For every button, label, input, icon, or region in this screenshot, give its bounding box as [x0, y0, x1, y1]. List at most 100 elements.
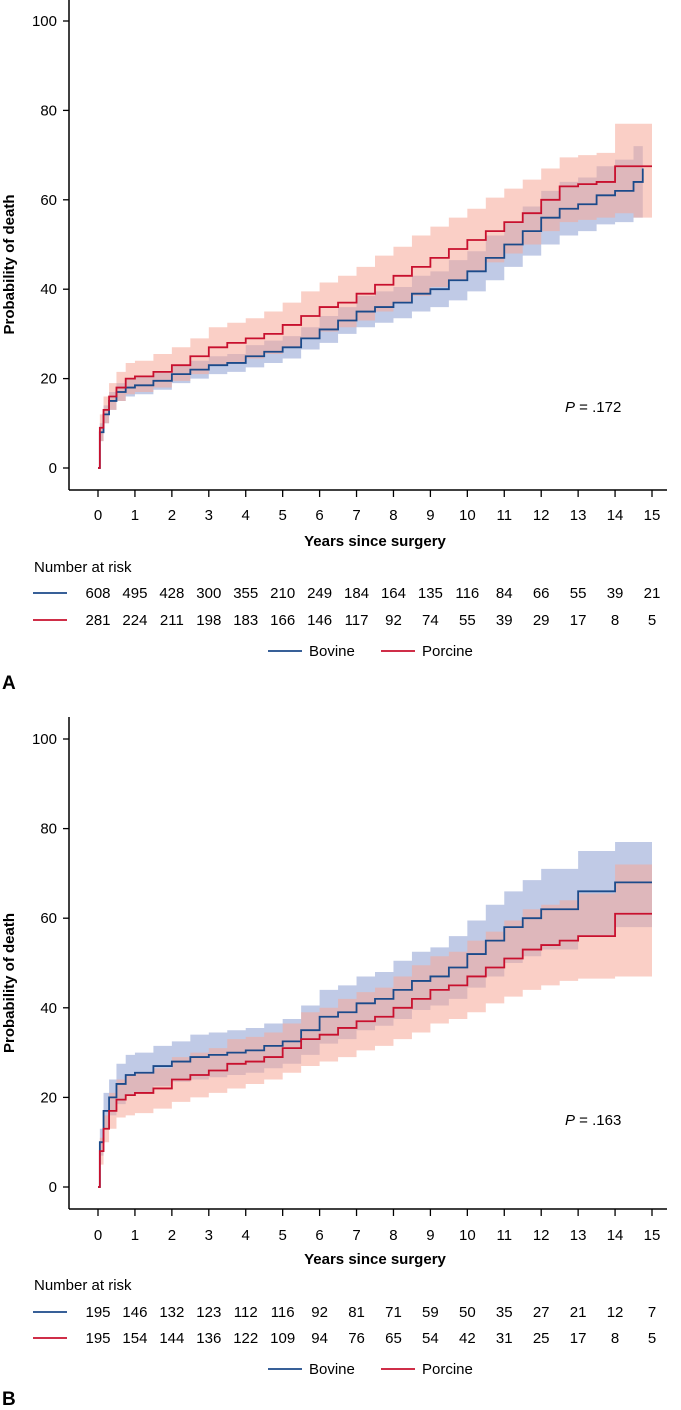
risk-value-porcine: 54 — [422, 1330, 439, 1347]
risk-value-porcine: 92 — [385, 612, 402, 629]
risk-value-bovine: 608 — [85, 585, 110, 602]
risk-value-bovine: 12 — [607, 1304, 624, 1321]
risk-value-porcine: 5 — [648, 1330, 656, 1347]
x-tick-label: 0 — [94, 507, 102, 524]
x-tick-label: 8 — [389, 1227, 397, 1244]
risk-value-bovine: 135 — [418, 585, 443, 602]
risk-value-porcine: 154 — [122, 1330, 147, 1347]
risk-value-porcine: 109 — [270, 1330, 295, 1347]
x-tick-label: 10 — [459, 1227, 476, 1244]
risk-table-title: Number at risk — [34, 559, 132, 576]
risk-value-porcine: 31 — [496, 1330, 513, 1347]
x-tick-label: 13 — [570, 1227, 587, 1244]
y-tick-label: 60 — [40, 192, 57, 209]
risk-value-bovine: 300 — [196, 585, 221, 602]
x-axis-title: Years since surgery — [304, 1251, 446, 1268]
ci-band-porcine — [98, 864, 652, 1187]
x-tick-label: 12 — [533, 1227, 550, 1244]
risk-value-porcine: 136 — [196, 1330, 221, 1347]
y-tick-label: 0 — [49, 1179, 57, 1196]
x-tick-label: 5 — [278, 1227, 286, 1244]
x-tick-label: 11 — [496, 1227, 512, 1244]
y-tick-label: 80 — [40, 102, 57, 119]
risk-value-bovine: 132 — [159, 1304, 184, 1321]
y-tick-label: 20 — [40, 371, 57, 388]
risk-value-bovine: 146 — [122, 1304, 147, 1321]
risk-value-porcine: 183 — [233, 612, 258, 629]
legend-label-porcine: Porcine — [422, 1361, 473, 1378]
risk-value-porcine: 17 — [570, 612, 587, 629]
risk-value-bovine: 71 — [385, 1304, 402, 1321]
risk-table-title: Number at risk — [34, 1277, 132, 1294]
x-axis-title: Years since surgery — [304, 533, 446, 550]
risk-value-bovine: 355 — [233, 585, 258, 602]
series-line-porcine — [98, 165, 652, 469]
x-tick-label: 9 — [426, 507, 434, 524]
x-tick-label: 3 — [205, 1227, 213, 1244]
risk-value-bovine: 7 — [648, 1304, 656, 1321]
p-symbol: P — [565, 1112, 575, 1129]
risk-value-porcine: 122 — [233, 1330, 258, 1347]
risk-value-bovine: 59 — [422, 1304, 439, 1321]
risk-value-bovine: 35 — [496, 1304, 513, 1321]
x-tick-label: 14 — [607, 1227, 624, 1244]
y-tick-label: 100 — [32, 13, 57, 30]
risk-value-bovine: 66 — [533, 585, 550, 602]
risk-value-porcine: 8 — [611, 612, 619, 629]
legend-label-bovine: Bovine — [309, 1361, 355, 1378]
x-tick-label: 14 — [607, 507, 624, 524]
y-axis-title: Probability of death — [1, 913, 18, 1053]
x-tick-label: 4 — [242, 1227, 250, 1244]
x-tick-label: 8 — [389, 507, 397, 524]
risk-value-porcine: 144 — [159, 1330, 184, 1347]
risk-value-bovine: 27 — [533, 1304, 550, 1321]
risk-value-porcine: 25 — [533, 1330, 550, 1347]
risk-value-porcine: 195 — [85, 1330, 110, 1347]
x-tick-label: 3 — [205, 507, 213, 524]
risk-value-porcine: 211 — [160, 612, 184, 629]
risk-value-bovine: 195 — [85, 1304, 110, 1321]
risk-value-bovine: 428 — [159, 585, 184, 602]
y-tick-label: 40 — [40, 1000, 57, 1017]
panel-label: A — [2, 673, 16, 694]
y-tick-label: 20 — [40, 1089, 57, 1106]
risk-value-bovine: 210 — [270, 585, 295, 602]
x-tick-label: 6 — [315, 507, 323, 524]
p-value-annotation: P = .163 — [565, 1112, 621, 1129]
risk-value-bovine: 84 — [496, 585, 513, 602]
risk-value-porcine: 281 — [85, 612, 110, 629]
ci-band-porcine — [98, 123, 652, 468]
y-axis-title: Probability of death — [1, 194, 18, 334]
risk-value-bovine: 184 — [344, 585, 369, 602]
p-value-annotation: P = .172 — [565, 399, 621, 416]
p-value: = .172 — [575, 399, 621, 416]
panel-label: B — [2, 1389, 16, 1410]
risk-value-porcine: 29 — [533, 612, 550, 629]
y-tick-label: 60 — [40, 910, 57, 927]
x-tick-label: 15 — [644, 507, 661, 524]
risk-value-bovine: 164 — [381, 585, 406, 602]
risk-value-bovine: 81 — [348, 1304, 365, 1321]
risk-value-bovine: 249 — [307, 585, 332, 602]
risk-value-porcine: 76 — [348, 1330, 365, 1347]
x-tick-label: 5 — [278, 507, 286, 524]
x-tick-label: 7 — [352, 507, 360, 524]
risk-value-bovine: 21 — [644, 585, 661, 602]
x-tick-label: 11 — [496, 507, 512, 524]
risk-value-porcine: 74 — [422, 612, 439, 629]
risk-value-bovine: 92 — [311, 1304, 328, 1321]
risk-value-bovine: 21 — [570, 1304, 587, 1321]
series-line-bovine — [98, 881, 652, 1188]
legend-label-porcine: Porcine — [422, 643, 473, 660]
y-tick-label: 100 — [32, 731, 57, 748]
x-tick-label: 2 — [168, 507, 176, 524]
risk-value-porcine: 8 — [611, 1330, 619, 1347]
risk-value-porcine: 94 — [311, 1330, 328, 1347]
x-tick-label: 7 — [352, 1227, 360, 1244]
risk-value-porcine: 39 — [496, 612, 513, 629]
risk-value-porcine: 5 — [648, 612, 656, 629]
risk-value-porcine: 42 — [459, 1330, 476, 1347]
